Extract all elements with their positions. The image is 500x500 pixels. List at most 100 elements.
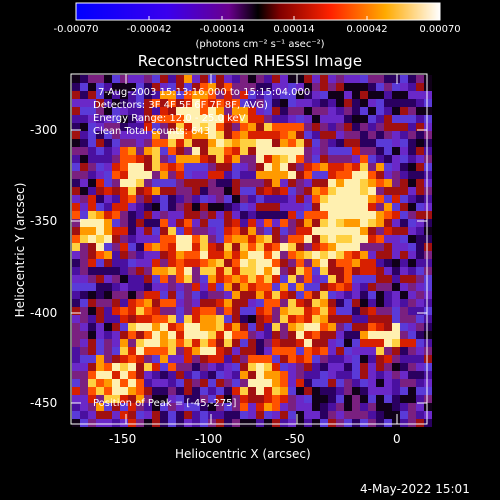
image-pixel [152, 219, 160, 227]
image-pixel [408, 299, 416, 307]
image-pixel [312, 267, 320, 275]
image-pixel [256, 395, 264, 403]
image-pixel [368, 395, 376, 403]
image-pixel [144, 299, 152, 307]
image-pixel [240, 403, 248, 411]
image-pixel [392, 267, 400, 275]
image-pixel [120, 363, 128, 371]
image-pixel [232, 371, 240, 379]
image-pixel [96, 147, 104, 155]
image-pixel [200, 387, 208, 395]
image-pixel [312, 403, 320, 411]
image-pixel [80, 267, 88, 275]
image-pixel [344, 139, 352, 147]
image-pixel [216, 419, 224, 427]
image-pixel [400, 131, 408, 139]
image-pixel [80, 251, 88, 259]
image-pixel [200, 331, 208, 339]
image-pixel [232, 115, 240, 123]
image-pixel [272, 107, 280, 115]
image-pixel [240, 363, 248, 371]
image-pixel [240, 123, 248, 131]
image-pixel [424, 251, 432, 259]
image-pixel [152, 307, 160, 315]
image-pixel [376, 395, 384, 403]
image-pixel [312, 315, 320, 323]
image-pixel [288, 371, 296, 379]
image-pixel [104, 371, 112, 379]
image-pixel [264, 243, 272, 251]
image-pixel [376, 283, 384, 291]
image-pixel [336, 203, 344, 211]
image-pixel [344, 131, 352, 139]
image-pixel [120, 131, 128, 139]
image-pixel [240, 283, 248, 291]
image-pixel [424, 331, 432, 339]
image-pixel [320, 363, 328, 371]
image-pixel [288, 275, 296, 283]
image-pixel [208, 99, 216, 107]
image-pixel [296, 243, 304, 251]
image-pixel [184, 371, 192, 379]
image-pixel [152, 363, 160, 371]
image-pixel [96, 371, 104, 379]
image-pixel [424, 99, 432, 107]
image-pixel [328, 419, 336, 427]
image-pixel [176, 147, 184, 155]
image-pixel [368, 91, 376, 99]
image-pixel [136, 179, 144, 187]
image-pixel [152, 243, 160, 251]
image-pixel [384, 195, 392, 203]
image-pixel [368, 307, 376, 315]
image-pixel [392, 347, 400, 355]
image-pixel [328, 411, 336, 419]
image-pixel [200, 219, 208, 227]
image-pixel [248, 179, 256, 187]
image-pixel [424, 403, 432, 411]
image-pixel [136, 291, 144, 299]
image-pixel [112, 187, 120, 195]
image-pixel [328, 203, 336, 211]
image-pixel [352, 371, 360, 379]
image-pixel [176, 187, 184, 195]
image-pixel [256, 243, 264, 251]
image-pixel [152, 395, 160, 403]
image-pixel [200, 107, 208, 115]
image-pixel [136, 171, 144, 179]
image-pixel [80, 147, 88, 155]
image-pixel [400, 83, 408, 91]
image-pixel [224, 171, 232, 179]
image-pixel [72, 243, 80, 251]
image-pixel [408, 243, 416, 251]
image-pixel [296, 219, 304, 227]
image-pixel [296, 411, 304, 419]
image-pixel [240, 171, 248, 179]
image-pixel [136, 115, 144, 123]
image-pixel [304, 83, 312, 91]
image-pixel [200, 291, 208, 299]
image-pixel [256, 83, 264, 91]
image-pixel [296, 307, 304, 315]
image-pixel [288, 315, 296, 323]
image-pixel [192, 203, 200, 211]
image-pixel [368, 363, 376, 371]
image-pixel [168, 163, 176, 171]
image-pixel [144, 75, 152, 83]
image-pixel [392, 187, 400, 195]
image-pixel [256, 235, 264, 243]
image-pixel [264, 331, 272, 339]
image-pixel [224, 243, 232, 251]
image-pixel [368, 155, 376, 163]
image-pixel [408, 107, 416, 115]
image-pixel [176, 395, 184, 403]
image-pixel [96, 75, 104, 83]
image-pixel [176, 259, 184, 267]
image-pixel [288, 387, 296, 395]
image-pixel [144, 115, 152, 123]
image-pixel [120, 139, 128, 147]
image-pixel [160, 411, 168, 419]
image-pixel [256, 379, 264, 387]
image-pixel [376, 187, 384, 195]
image-pixel [80, 323, 88, 331]
image-pixel [400, 243, 408, 251]
